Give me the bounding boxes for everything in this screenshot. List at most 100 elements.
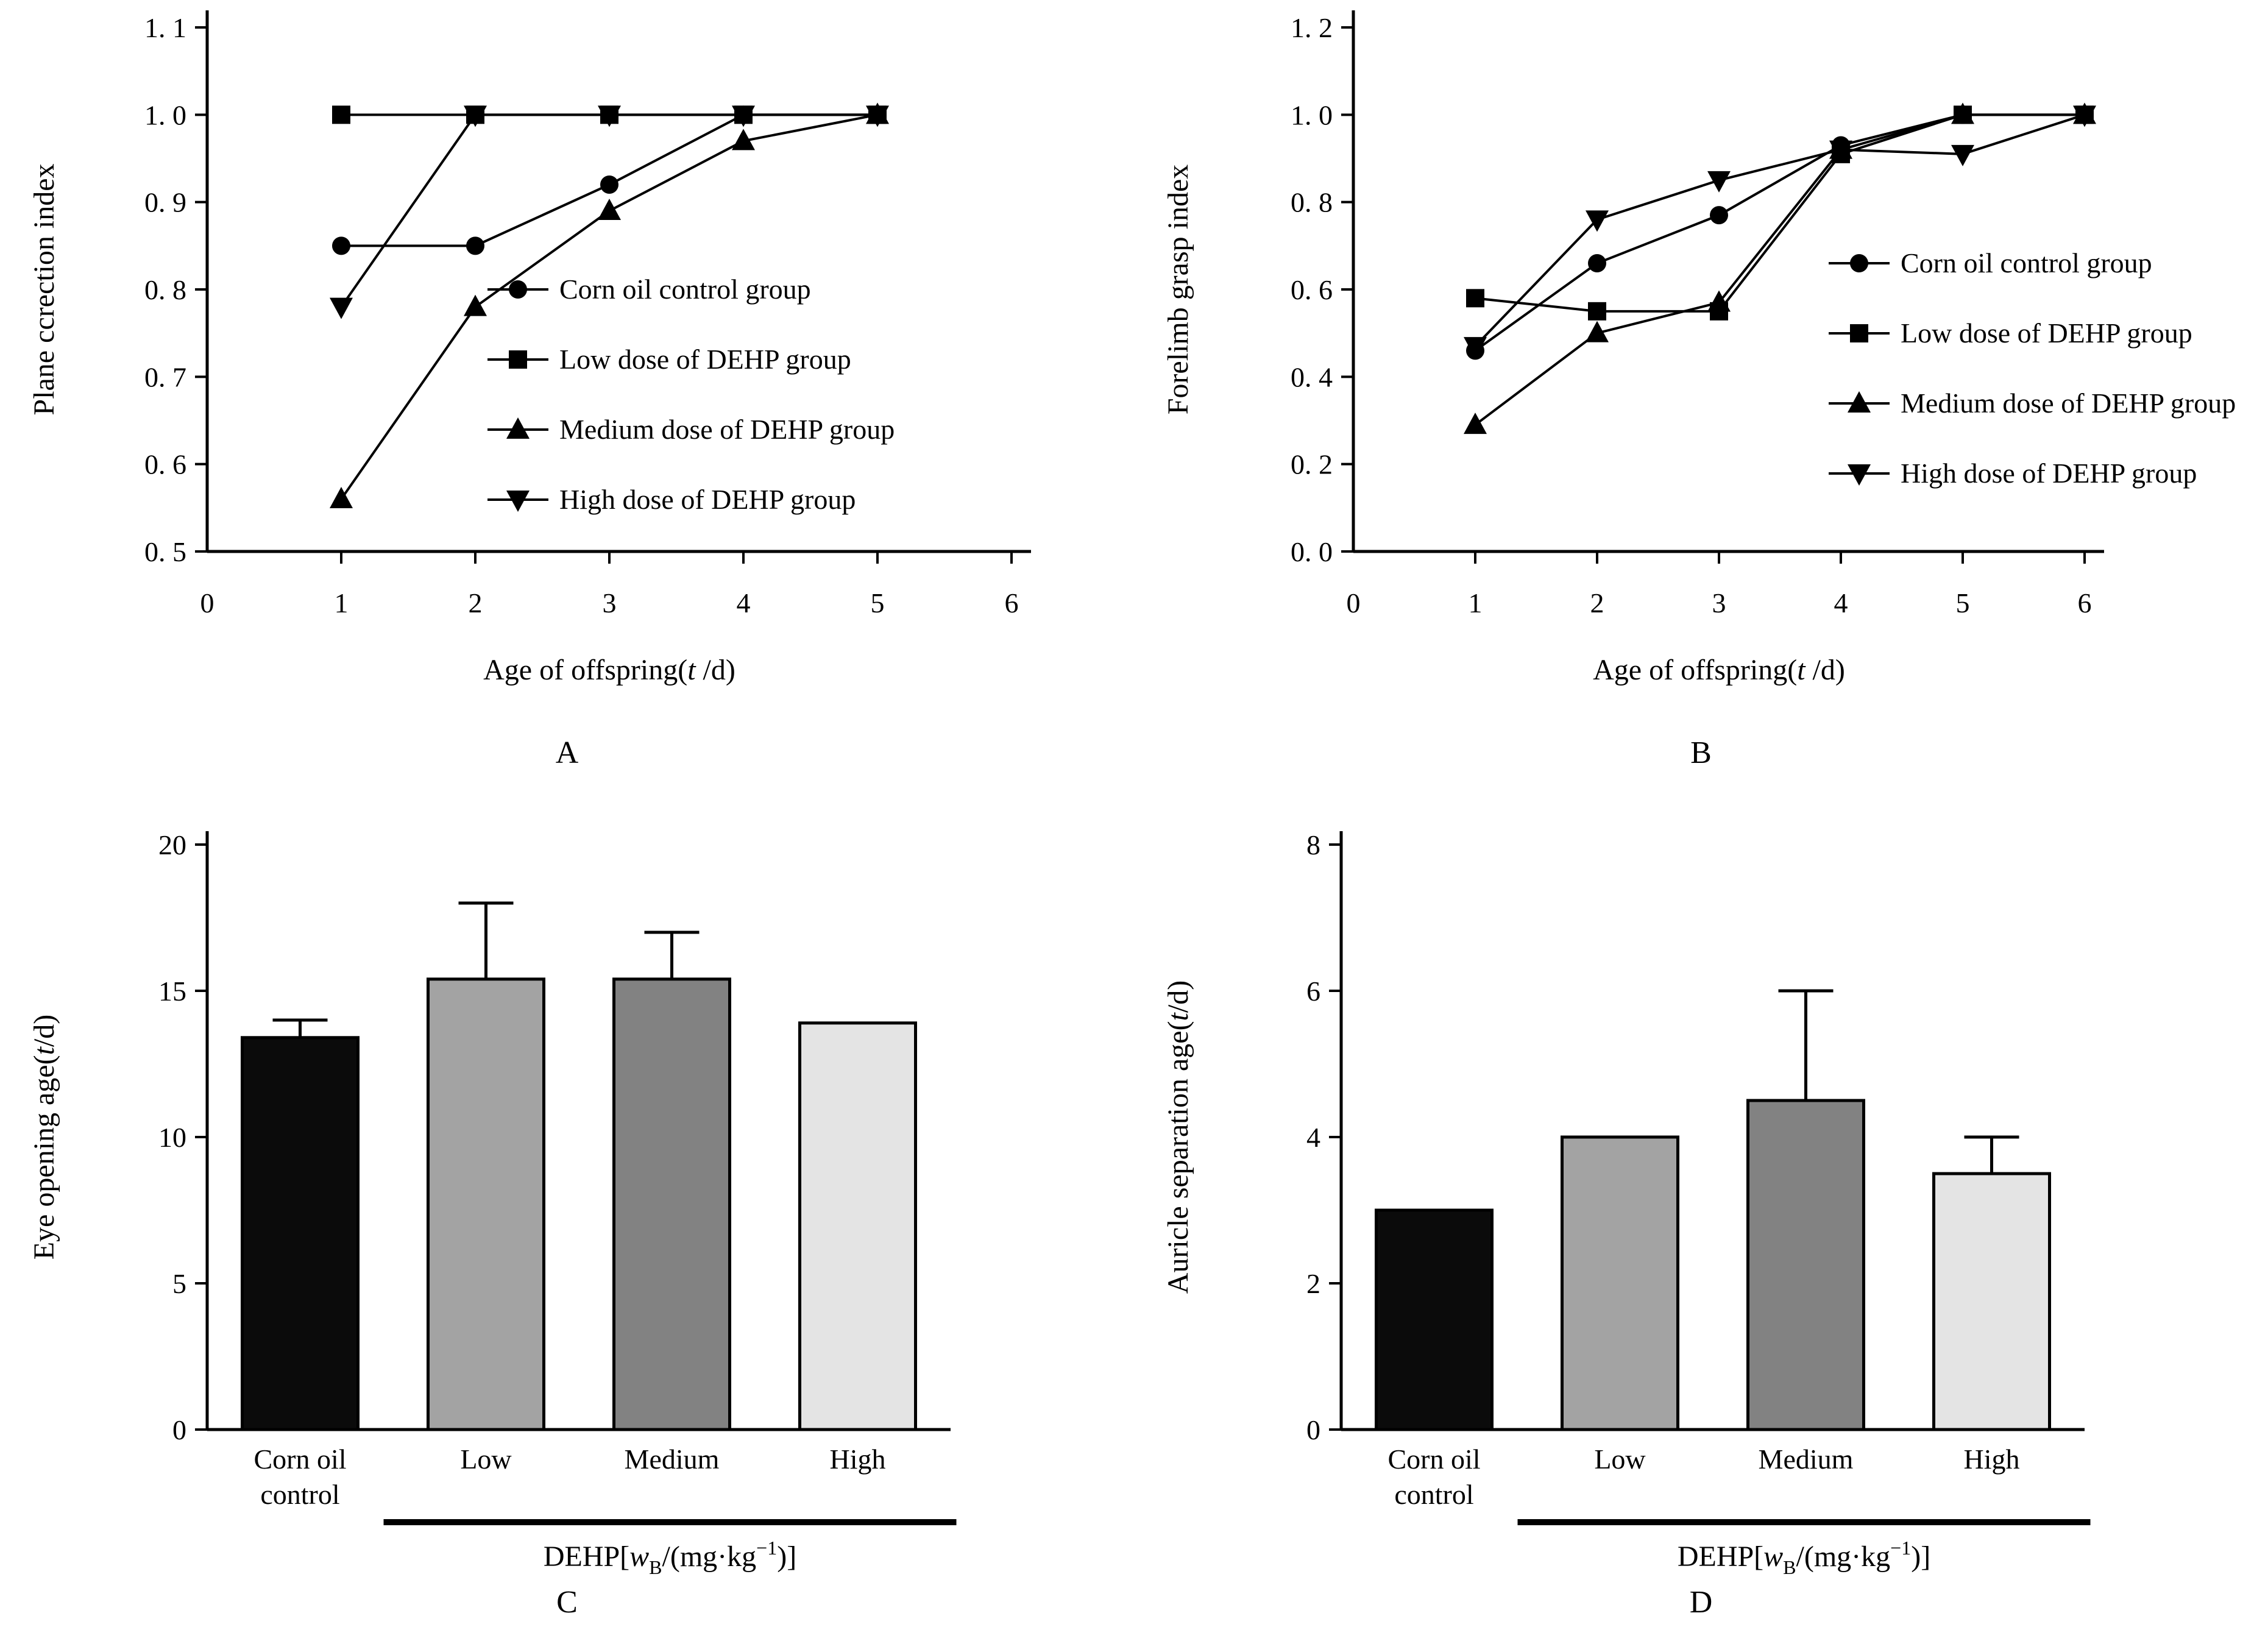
panel-letter-c: C: [556, 1585, 578, 1620]
x-tick-label: 1: [1469, 587, 1483, 618]
y-tick-label: 0. 7: [144, 361, 186, 392]
square-marker: [332, 105, 350, 124]
y-tick-label: 1. 1: [144, 12, 186, 43]
legend-label: High dose of DEHP group: [559, 484, 856, 515]
panel-d: 0 2 4 6 8 Corn oil control Low Medium High DEHP[wB…: [1134, 820, 2268, 1641]
panel-c: 0 5 10 15 20 Corn oil control Low Medium High DEHP…: [0, 820, 1134, 1641]
y-axis-title: Eye opening age(t/d): [28, 1015, 60, 1260]
bar-2: [427, 977, 545, 1431]
y-tick-label: 5: [172, 1268, 186, 1299]
y-tick-label: 6: [1306, 976, 1320, 1007]
y-tick-label: 2: [1306, 1268, 1320, 1299]
y-tick-label: 15: [158, 976, 186, 1007]
y-tick-label: 1. 0: [144, 99, 186, 130]
square-marker: [466, 105, 484, 124]
y-axis-title: Auricle separation age(t/d): [1162, 980, 1194, 1294]
x-tick-label: 5: [1956, 587, 1970, 618]
x-tick-label: 6: [2078, 587, 2092, 618]
triangle-up-marker: [330, 487, 353, 508]
triangle-down-marker: [1951, 144, 1974, 166]
y-tick-label: 0: [1306, 1414, 1320, 1445]
x-category-label: Low: [460, 1444, 512, 1475]
series-line-circle: [1474, 113, 2085, 352]
y-tick-label: 0. 9: [144, 187, 186, 218]
triangle-up-marker: [1464, 413, 1487, 434]
y-tick-label: 10: [158, 1122, 186, 1153]
square-marker: [1588, 302, 1606, 321]
x-tick-label: 2: [469, 587, 483, 618]
x-category-label: Low: [1594, 1444, 1646, 1475]
legend-label: Medium dose of DEHP group: [559, 414, 895, 445]
circle-marker: [600, 175, 618, 194]
circle-marker: [2075, 105, 2094, 124]
x-tick-label: 0: [1347, 587, 1361, 618]
panel-b: 0. 0 0. 2 0. 4 0. 6 0. 8 1. 0 1. 2 0 1 2 3 4 5 6 Corn …: [1134, 0, 2268, 820]
x-tick-label: 1: [335, 587, 349, 618]
square-marker: [600, 105, 618, 124]
circle-marker: [1954, 105, 1972, 124]
y-axis-title: Forelimb grasp index: [1162, 165, 1194, 415]
triangle-up-marker: [598, 199, 621, 220]
circle-marker: [466, 236, 484, 255]
circle-marker: [734, 105, 753, 124]
x-category-label: Medium: [1759, 1444, 1854, 1475]
y-tick-label: 0. 8: [1291, 187, 1333, 218]
circle-marker: [1832, 136, 1850, 155]
y-tick-label: 20: [158, 829, 186, 860]
legend-label: Low dose of DEHP group: [1901, 317, 2192, 349]
x-category-label: High: [830, 1444, 886, 1475]
y-axis-title: Plane ccrection index: [28, 163, 60, 415]
x-axis-title: Age of offspring(t /d): [1593, 654, 1845, 686]
square-marker: [1710, 302, 1728, 321]
circle-marker: [332, 236, 350, 255]
x-category-label: control: [1394, 1479, 1473, 1510]
triangle-down-marker: [330, 297, 353, 319]
x-category-label: Corn oil: [253, 1444, 346, 1475]
circle-marker: [868, 105, 887, 124]
x-category-label: High: [1964, 1444, 2020, 1475]
panel-letter-a: A: [555, 735, 579, 770]
y-tick-label: 8: [1306, 829, 1320, 860]
bar-2: [1561, 1135, 1679, 1431]
legend-label: High dose of DEHP group: [1901, 458, 2197, 489]
x-tick-label: 0: [200, 587, 214, 618]
square-marker: [1850, 324, 1868, 342]
triangle-up-marker: [1586, 321, 1609, 342]
circle-marker: [1710, 206, 1728, 225]
triangle-up-marker: [464, 294, 487, 316]
x-category-label: Medium: [625, 1444, 720, 1475]
bar-3: [612, 977, 731, 1431]
x-tick-label: 2: [1590, 587, 1604, 618]
square-marker: [1466, 289, 1484, 308]
y-tick-label: 4: [1306, 1122, 1320, 1153]
x-tick-label: 4: [1834, 587, 1848, 618]
circle-marker: [1588, 254, 1606, 272]
eye-opening-bar-chart: 0 5 10 15 20 Corn oil control Low Medium High DEHP…: [28, 829, 957, 1576]
y-tick-label: 1. 2: [1291, 12, 1333, 43]
bar-4: [1932, 1172, 2051, 1431]
x-axis-title: Age of offspring(t /d): [483, 654, 735, 686]
triangle-up-marker: [1848, 391, 1871, 413]
legend-label: Corn oil control group: [559, 274, 811, 305]
dehp-group-label: DEHP[wB/(mg·kg−1)]: [1678, 1537, 1930, 1576]
bar-4: [798, 1021, 917, 1431]
bar-3: [1746, 1099, 1865, 1431]
y-tick-label: 0: [172, 1414, 186, 1445]
y-tick-label: 0. 6: [1291, 274, 1333, 305]
panel-letter-d: D: [1689, 1585, 1713, 1620]
circle-marker: [509, 280, 527, 299]
legend-label: Low dose of DEHP group: [559, 344, 851, 375]
x-tick-label: 6: [1005, 587, 1019, 618]
triangle-down-marker: [1586, 210, 1609, 232]
y-tick-label: 1. 0: [1291, 99, 1333, 130]
plane-correction-line-chart: 0. 5 0. 6 0. 7 0. 8 0. 9 1. 0 1. 1 0 1 2 3 4 5 6 Corn …: [28, 10, 1031, 686]
panel-letter-b: B: [1690, 735, 1712, 770]
square-marker: [509, 350, 527, 369]
y-tick-label: 0. 4: [1291, 361, 1333, 392]
bar-1: [1375, 1208, 1494, 1431]
x-tick-label: 5: [871, 587, 885, 618]
x-category-label: control: [260, 1479, 339, 1510]
triangle-down-marker: [506, 491, 530, 512]
y-tick-label: 0. 0: [1291, 536, 1333, 567]
